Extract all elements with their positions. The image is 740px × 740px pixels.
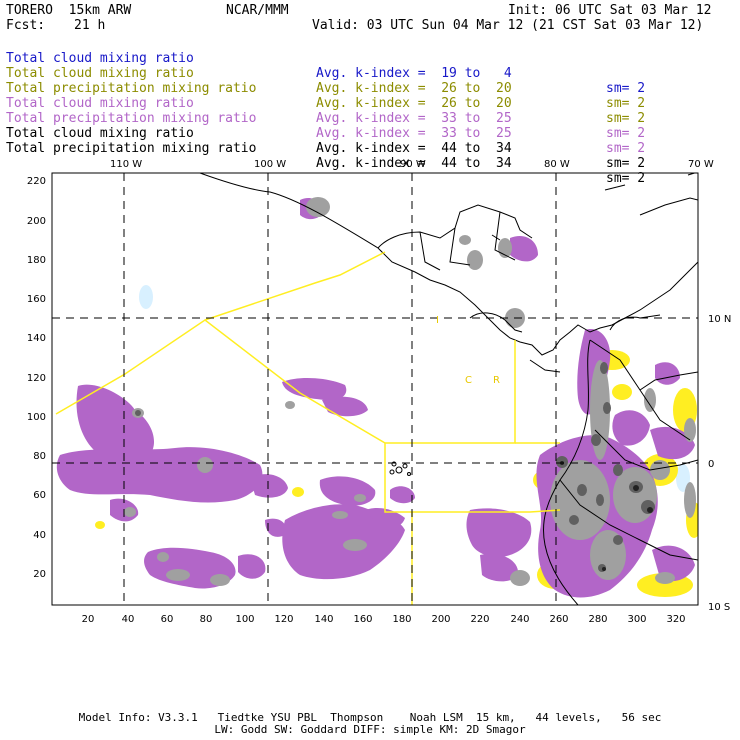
y-axis-labels: 220 200 180 160 140 120 100 80 60 40 20 [27,176,46,580]
cloud-gray-areas [124,197,696,586]
legend-kindex: Avg. k-index = 26 to 20 [316,81,512,96]
lat-label: 10 S [708,602,730,613]
legend-sm: sm= 2 [606,81,646,96]
lat-lon-grid [52,173,698,605]
lon-label: 80 W [544,159,570,170]
legend-sm: sm= 2 [606,111,646,126]
legend-row: Total precipitation mixing ratio Avg. k-… [6,66,645,126]
y-tick-label: 120 [27,373,46,384]
y-tick-label: 160 [27,294,46,305]
y-tick-label: 20 [33,569,46,580]
legend-row: Total cloud mixing ratio Avg. k-index = … [6,81,645,141]
lat-label: 0 [708,459,714,470]
x-tick-label: 120 [274,614,293,625]
x-tick-label: 280 [588,614,607,625]
legend-row: Total cloud mixing ratio Avg. k-index = … [6,51,645,111]
x-tick-label: 300 [627,614,646,625]
x-axis-labels: 20 40 60 80 100 120 140 160 180 200 220 … [82,614,686,625]
region-label: I [436,315,439,326]
x-tick-label: 200 [431,614,450,625]
y-tick-label: 60 [33,490,46,501]
x-tick-label: 40 [122,614,135,625]
forecast-hour: 21 h [74,18,106,33]
map-field-layer [52,173,698,605]
y-tick-label: 40 [33,530,46,541]
x-tick-label: 220 [470,614,489,625]
center-name: NCAR/MMM [226,3,289,18]
legend-sm: sm= 2 [606,156,646,171]
x-tick-label: 20 [82,614,95,625]
y-tick-label: 140 [27,333,46,344]
legend-field: Total precipitation mixing ratio [6,81,257,96]
legend-sm: sm= 2 [606,126,646,141]
x-tick-label: 240 [510,614,529,625]
legend-kindex: Avg. k-index = 44 to 34 [316,141,512,156]
x-tick-label: 180 [392,614,411,625]
legend-row: Total precipitation mixing ratio Avg. k-… [6,96,645,156]
lon-label: 90 W [400,159,426,170]
x-tick-label: 260 [549,614,568,625]
legend-kindex: Avg. k-index = 33 to 25 [316,111,512,126]
legend-field: Total cloud mixing ratio [6,126,194,141]
x-tick-label: 320 [666,614,685,625]
legend-field: Total cloud mixing ratio [6,96,194,111]
legend-kindex: Avg. k-index = 19 to 4 [316,66,512,81]
legend-kindex: Avg. k-index = 33 to 25 [316,126,512,141]
init-time: Init: 06 UTC Sat 03 Mar 12 [508,3,712,18]
legend-kindex: Avg. k-index = 26 to 20 [316,96,512,111]
lon-label: 100 W [254,159,286,170]
model-title: TORERO 15km ARW [6,3,132,18]
physics-info-line: LW: Godd SW: Goddard DIFF: simple KM: 2D… [214,723,526,736]
legend-sm: sm= 2 [606,141,646,156]
lon-label: 70 W [688,159,714,170]
lat-label: 10 N [708,314,731,325]
y-tick-label: 100 [27,412,46,423]
legend-field: Total cloud mixing ratio [6,51,194,66]
forecast-label: Fcst: [6,18,46,33]
valid-time: Valid: 03 UTC Sun 04 Mar 12 (21 CST Sat … [312,18,704,33]
legend-row: Total precipitation mixing ratio Avg. k-… [6,126,645,186]
x-tick-label: 140 [314,614,333,625]
x-tick-label: 160 [353,614,372,625]
legend-sm: sm= 2 [606,96,646,111]
region-label: R [493,375,500,386]
x-tick-label: 60 [161,614,174,625]
region-label: C [465,375,472,386]
legend-field: Total cloud mixing ratio [6,66,194,81]
model-info-line: Model Info: V3.3.1 Tiedtke YSU PBL Thomp… [78,711,662,724]
lon-label: 110 W [110,159,142,170]
y-tick-label: 80 [33,451,46,462]
y-tick-label: 180 [27,255,46,266]
y-tick-label: 220 [27,176,46,187]
legend-sm: sm= 2 [606,171,646,186]
galapagos-islands [389,461,411,476]
y-tick-label: 200 [27,216,46,227]
x-tick-label: 100 [235,614,254,625]
legend-field: Total precipitation mixing ratio [6,111,257,126]
legend-row: Total cloud mixing ratio Avg. k-index = … [6,111,645,171]
legend-row: Total cloud mixing ratio Avg. k-index = … [6,36,645,96]
legend-field: Total precipitation mixing ratio [6,141,257,156]
legend-kindex: Avg. k-index = 44 to 34 [316,156,512,171]
map-frame [51,172,699,606]
x-tick-label: 80 [200,614,213,625]
